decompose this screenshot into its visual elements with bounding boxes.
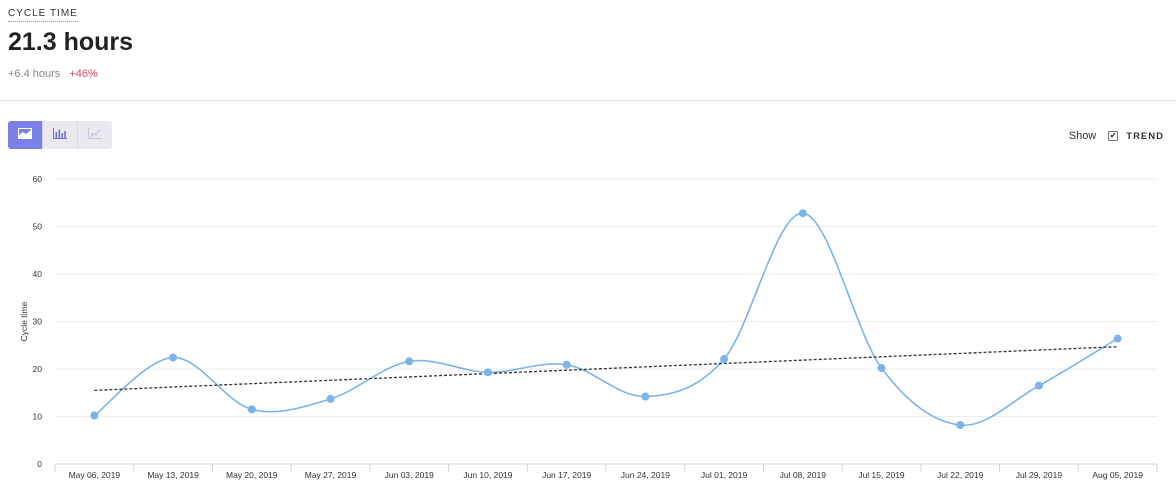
header-divider	[0, 100, 1176, 101]
data-point	[169, 353, 178, 362]
bar-chart-icon	[53, 126, 67, 144]
area-chart-icon	[18, 126, 32, 144]
x-tick-label: May 13, 2019	[147, 470, 199, 480]
x-tick-label: Jun 03, 2019	[385, 470, 434, 480]
x-tick-label: May 27, 2019	[305, 470, 357, 480]
x-tick-label: May 06, 2019	[69, 470, 121, 480]
area-chart-button[interactable]	[8, 121, 42, 149]
y-tick-label: 40	[33, 269, 43, 279]
data-point	[326, 394, 335, 403]
trend-toggle: Show ✔ TREND	[1069, 130, 1164, 142]
x-tick-label: Jun 24, 2019	[621, 470, 670, 480]
trend-checkbox[interactable]: ✔	[1108, 131, 1119, 141]
metric-value: 21.3 hours	[8, 28, 134, 56]
data-point	[1113, 334, 1122, 343]
chart-type-switch	[8, 121, 112, 149]
delta-percent: +46%	[69, 68, 98, 80]
data-point	[483, 368, 492, 377]
scatter-chart-icon	[88, 126, 102, 144]
data-point	[641, 392, 650, 401]
show-label: Show	[1068, 130, 1097, 142]
data-point	[405, 357, 414, 366]
data-point	[247, 405, 256, 414]
x-tick-label: Jun 10, 2019	[463, 470, 512, 480]
data-point	[877, 364, 886, 373]
scatter-chart-button[interactable]	[77, 121, 112, 149]
y-tick-label: 10	[33, 412, 43, 422]
y-tick-label: 20	[33, 364, 43, 374]
y-tick-label: 50	[33, 222, 43, 232]
x-tick-label: May 20, 2019	[226, 470, 278, 480]
data-point	[90, 411, 99, 420]
y-tick-label: 60	[33, 174, 43, 184]
x-tick-label: Jul 29, 2019	[1016, 470, 1063, 480]
delta-absolute: +6.4 hours	[8, 68, 61, 80]
series-line	[93, 212, 1119, 426]
trend-line	[94, 346, 1118, 392]
metric-title[interactable]: CYCLE TIME	[8, 8, 78, 22]
data-point	[562, 360, 571, 369]
trend-label[interactable]: TREND	[1126, 130, 1164, 142]
y-axis-label: Cycle time	[19, 301, 29, 341]
data-point	[720, 355, 729, 364]
data-point	[798, 209, 807, 218]
x-tick-label: Aug 05, 2019	[1092, 470, 1143, 480]
x-tick-label: Jul 22, 2019	[937, 470, 984, 480]
x-tick-label: Jun 17, 2019	[542, 470, 591, 480]
data-point	[956, 421, 965, 430]
x-tick-label: Jul 01, 2019	[701, 470, 748, 480]
data-point	[1034, 381, 1043, 390]
cycle-time-chart: 0 10 20 30 40 50 60 May 06, 2019 May 13, 2019 May…	[19, 174, 1158, 480]
x-tick-label: Jul 08, 2019	[780, 470, 827, 480]
metric-delta: +6.4 hours +46%	[8, 68, 98, 80]
x-tick-label: Jul 15, 2019	[858, 470, 905, 480]
bar-chart-button[interactable]	[42, 121, 77, 149]
y-tick-label: 30	[33, 317, 43, 327]
y-tick-label: 0	[37, 459, 42, 469]
